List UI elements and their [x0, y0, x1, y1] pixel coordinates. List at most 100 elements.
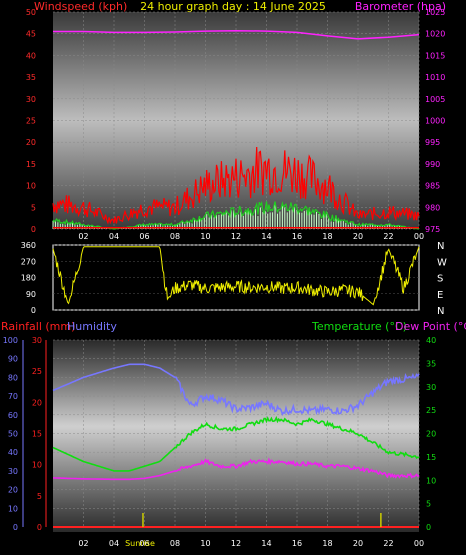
compass-label: E	[437, 290, 443, 301]
temp-x-tick: 04	[109, 539, 119, 548]
wind-x-tick: 10	[200, 232, 210, 241]
baro-y-tick: 985	[425, 182, 440, 191]
temp-x-tick: 22	[383, 539, 393, 548]
baro-y-tick: 1025	[425, 8, 445, 17]
direction-y-tick: 360	[21, 241, 36, 250]
barometer-line	[53, 29, 420, 40]
temp-y-tick: 15	[426, 453, 436, 462]
rain-axis-title: Rainfall (mm)	[1, 320, 75, 333]
direction-y-tick: 180	[21, 274, 36, 283]
humidity-y-tick: 80	[8, 373, 18, 382]
compass-label: W	[437, 257, 447, 268]
wind-direction-line	[52, 246, 420, 306]
chart-title: 24 hour graph day : 14 June 2025	[140, 0, 326, 13]
temp-y-tick: 0	[426, 523, 431, 532]
temperature-series	[52, 415, 420, 472]
direction-series	[52, 246, 420, 306]
wind-average-line	[52, 200, 420, 230]
rain-y-tick: 0	[37, 523, 42, 532]
sunrise-annotation: Sunrise	[125, 539, 155, 548]
temp-y-tick: 30	[426, 383, 436, 392]
temp-x-tick: 00	[414, 539, 424, 548]
humidity-y-tick: 10	[8, 504, 18, 513]
rain-y-tick: 25	[32, 367, 42, 376]
temp-x-tick: 14	[261, 539, 271, 548]
wind-y-ticks: 0 5 10 15 20 25 30 35 40 45 50	[26, 8, 36, 234]
baro-y-tick: 990	[425, 160, 440, 169]
wind-y-tick: 45	[26, 30, 36, 39]
temp-x-tick: 02	[78, 539, 88, 548]
temp-x-tick: 16	[292, 539, 302, 548]
wind-y-tick: 50	[26, 8, 36, 17]
wind-x-tick: 08	[170, 232, 180, 241]
temp-x-tick: 08	[170, 539, 180, 548]
temp-y-tick: 10	[426, 476, 436, 485]
rain-y-tick: 20	[32, 398, 42, 407]
wind-x-tick: 00	[414, 232, 424, 241]
humidity-axis-title: Humidity	[67, 320, 117, 333]
compass-label: N	[437, 306, 444, 317]
wind-x-tick: 02	[78, 232, 88, 241]
wind-y-tick: 10	[26, 182, 36, 191]
wind-y-tick: 25	[26, 117, 36, 126]
wind-x-tick: 06	[139, 232, 149, 241]
humidity-line	[52, 363, 420, 416]
baro-axis-title: Barometer (hpa)	[355, 0, 446, 13]
wind-y-tick: 35	[26, 73, 36, 82]
wind-x-tick: 12	[231, 232, 241, 241]
temp-x-tick: 20	[353, 539, 363, 548]
temp-y-tick: 40	[426, 336, 436, 345]
wind-x-tick: 16	[292, 232, 302, 241]
rain-y-ticks: 0 5 10 15 20 25 30	[32, 336, 47, 532]
compass-label: S	[437, 274, 443, 285]
humidity-series	[52, 363, 420, 416]
rain-y-tick: 5	[37, 492, 42, 501]
wind-x-tick: 22	[383, 232, 393, 241]
humidity-y-tick: 20	[8, 486, 18, 495]
humidity-y-tick: 100	[3, 336, 18, 345]
temp-y-tick: 5	[426, 500, 431, 509]
baro-y-tick: 1015	[425, 51, 445, 60]
wind-x-tick: 18	[322, 232, 332, 241]
wind-x-ticks: 02 04 06 08 10 12 14 16 18 20 22 00	[78, 232, 424, 241]
humidity-y-tick: 30	[8, 467, 18, 476]
sun-markers	[142, 513, 382, 527]
temperature-axis-title: Temperature (°C)	[311, 320, 407, 333]
wind-x-tick: 04	[109, 232, 119, 241]
gust-line	[52, 146, 420, 225]
humidity-y-tick: 70	[8, 392, 18, 401]
temp-x-tick: 10	[200, 539, 210, 548]
baro-y-tick: 1005	[425, 95, 445, 104]
wind-series	[52, 146, 420, 230]
baro-y-tick: 1010	[425, 73, 445, 82]
wind-x-tick: 20	[353, 232, 363, 241]
wind-y-tick: 0	[31, 225, 36, 234]
wind-x-tick: 14	[261, 232, 271, 241]
rain-y-tick: 15	[32, 430, 42, 439]
temp-x-ticks: 02 04 06 08 10 12 14 16 18 20 22 00	[78, 539, 424, 548]
temp-x-tick: 12	[231, 539, 241, 548]
wind-y-tick: 30	[26, 95, 36, 104]
baro-y-ticks: 975 980 985 990 995 1000 1005 1010 1015 1020 1025	[425, 8, 445, 234]
humidity-y-tick: 0	[13, 523, 18, 532]
direction-y-tick: 0	[31, 306, 36, 315]
compass-label: N	[437, 241, 444, 252]
baro-y-tick: 995	[425, 138, 440, 147]
humidity-y-tick: 40	[8, 448, 18, 457]
baro-y-tick: 980	[425, 203, 440, 212]
humidity-y-ticks: 0 10 20 30 40 50 60 70 80 90 100	[3, 336, 24, 532]
temp-y-tick: 25	[426, 406, 436, 415]
baro-y-tick: 1000	[425, 117, 445, 126]
baro-y-tick: 1020	[425, 30, 445, 39]
temp-x-tick: 06	[139, 539, 149, 548]
baro-series	[53, 29, 420, 40]
temp-x-tick: 18	[322, 539, 332, 548]
wind-axis-title: Windspeed (kph)	[34, 0, 127, 13]
temp-y-tick: 35	[426, 359, 436, 368]
wind-y-tick: 15	[26, 160, 36, 169]
dewpoint-line	[53, 457, 420, 481]
wind-y-tick: 5	[31, 203, 36, 212]
temp-y-ticks: 0 5 10 15 20 25 30 35 40	[426, 336, 436, 532]
